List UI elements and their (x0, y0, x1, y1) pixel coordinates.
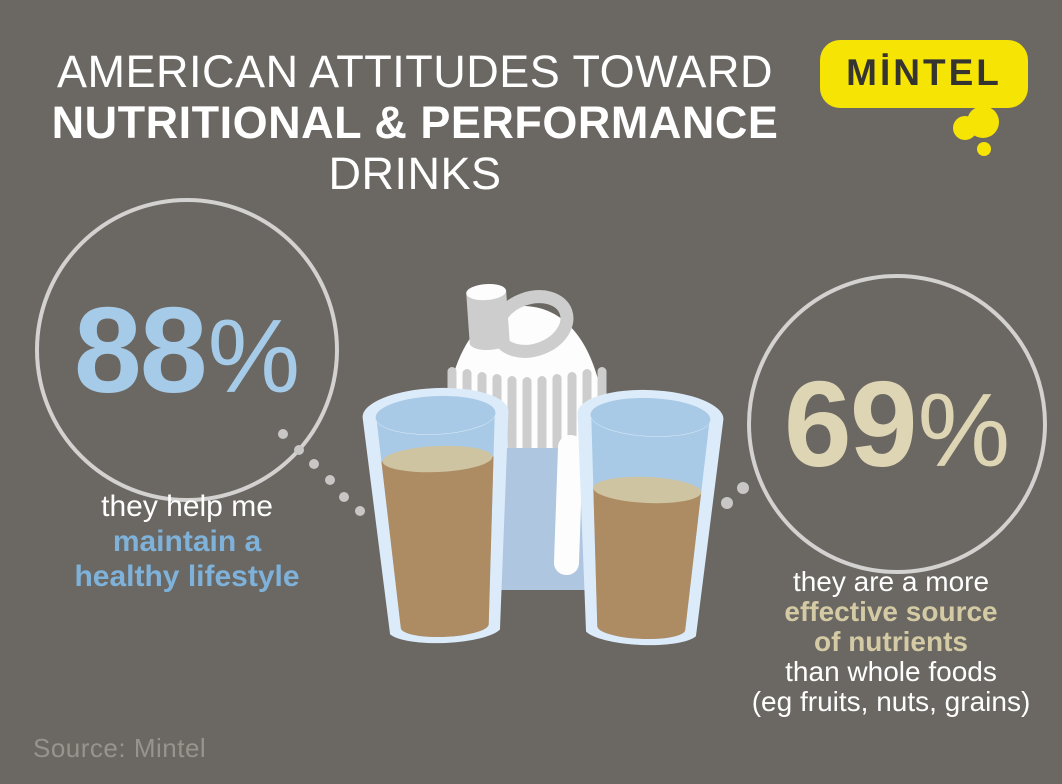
stat-desc-left-line3: healthy lifestyle (74, 560, 300, 593)
stat-figure-88: 88 % (74, 280, 300, 420)
stat-desc-left: they help me maintain a healthy lifestyl… (25, 489, 349, 594)
connector-dot (737, 482, 749, 494)
connector-dot (355, 506, 365, 516)
stat-desc-left-line1: they help me (101, 490, 273, 523)
stat-circle-88: 88 % (35, 198, 339, 502)
connector-dot (294, 445, 304, 455)
percent-sign-left: % (207, 299, 301, 415)
stat-desc-right-line3: of nutrients (814, 626, 968, 657)
stat-desc-right-line1: they are a more (792, 566, 990, 597)
stat-desc-right-line4: than whole foods (785, 656, 997, 687)
connector-dot (325, 475, 335, 485)
drink-glass-left-icon (362, 387, 509, 644)
bottle-spout (466, 283, 510, 351)
connector-dot (339, 492, 349, 502)
stat-desc-right-line2: effective source (784, 596, 998, 627)
connector-dot (278, 429, 288, 439)
logo-bubble-tail-dot-large (967, 106, 999, 138)
stat-desc-right: they are a more effective source of nutr… (715, 567, 1062, 717)
drink-glass-right-icon (577, 389, 724, 646)
stat-value-69: 69 (783, 356, 918, 492)
connector-dot (309, 459, 319, 469)
source-note: Source: Mintel (33, 733, 207, 763)
connector-dot (721, 497, 733, 509)
mintel-logo-text: MİNTEL (846, 52, 1002, 93)
stat-figure-69: 69 % (784, 354, 1010, 494)
stat-value-88: 88 (73, 282, 208, 418)
title-line-3: DRINKS (328, 148, 502, 199)
mintel-logo: MİNTEL (820, 40, 1028, 108)
stat-desc-left-line2: maintain a (112, 525, 262, 558)
stat-desc-right-line5: (eg fruits, nuts, grains) (751, 686, 1031, 717)
stat-circle-69: 69 % (747, 274, 1047, 574)
drinks-illustration (362, 283, 724, 646)
title-line-2: NUTRITIONAL & PERFORMANCE (51, 97, 779, 148)
percent-sign-right: % (917, 373, 1011, 489)
page-title: AMERICAN ATTITUDES TOWARD NUTRITIONAL & … (0, 46, 830, 199)
logo-bubble-tail-dot-small (977, 142, 991, 156)
title-line-1: AMERICAN ATTITUDES TOWARD (57, 46, 773, 97)
